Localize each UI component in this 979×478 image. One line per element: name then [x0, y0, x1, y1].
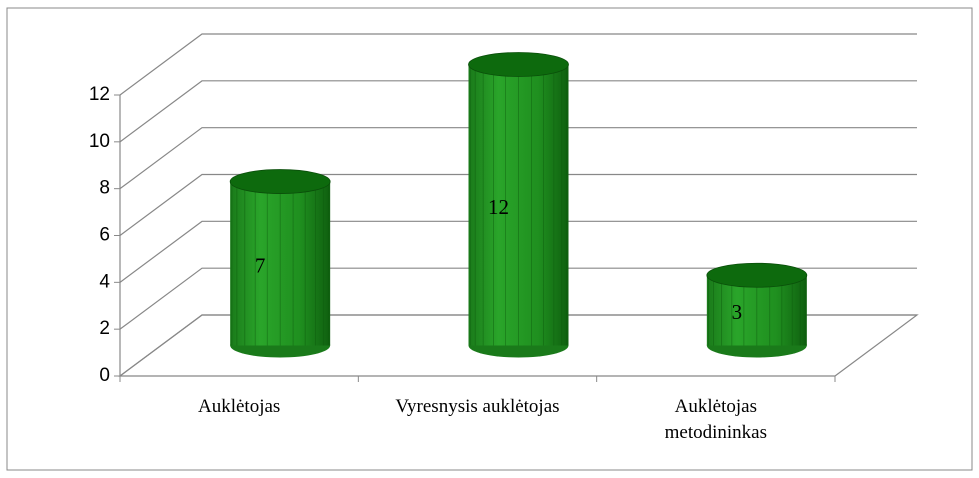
y-tick-label: 8: [99, 178, 110, 199]
bar: [229, 169, 331, 358]
bar-top: [706, 262, 808, 288]
y-tick-label: 0: [99, 365, 110, 386]
grid-line: [119, 80, 917, 143]
y-tick-label: 4: [99, 271, 110, 292]
x-tick-label: Vyresnysis auklėtojas: [395, 396, 560, 417]
data-label: 12: [488, 195, 509, 219]
bar-top: [229, 169, 331, 194]
grid-line: [119, 33, 917, 96]
bar-top: [468, 52, 569, 77]
y-tick-label: 12: [89, 84, 110, 105]
grid-line: [119, 314, 917, 377]
grid-line: [119, 127, 917, 190]
y-tick-label: 2: [99, 318, 110, 339]
x-tick-label: Auklėtojas metodininkas: [664, 396, 768, 443]
x-tick-label: Auklėtojas: [198, 396, 281, 417]
data-label: 3: [732, 300, 743, 324]
grid-line: [119, 173, 917, 236]
bar: [468, 52, 569, 358]
y-tick-label: 6: [99, 225, 110, 246]
grid-line: [119, 267, 917, 330]
y-tick-label: 10: [89, 131, 110, 152]
bar: [706, 262, 808, 358]
data-label: 7: [255, 253, 266, 277]
chart-border: [6, 7, 973, 471]
grid-line: [119, 220, 917, 283]
